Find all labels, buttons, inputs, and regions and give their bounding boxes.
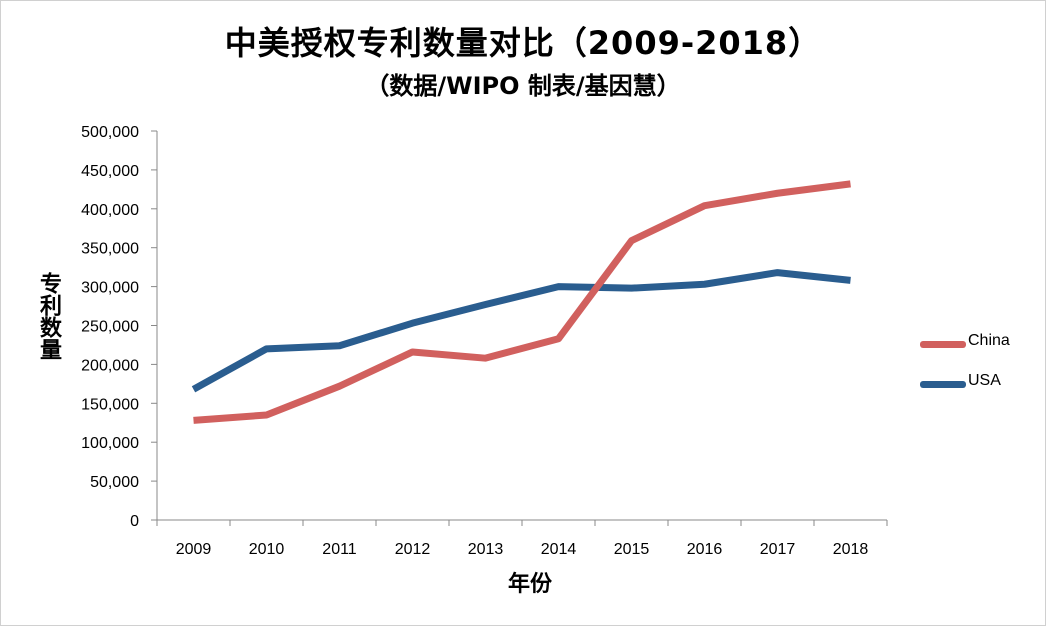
x-tick-label: 2015 bbox=[614, 541, 650, 558]
x-tick-label: 2010 bbox=[249, 541, 285, 558]
legend-swatch bbox=[920, 381, 966, 388]
y-tick-label: 200,000 bbox=[81, 357, 139, 374]
x-tick-label: 2009 bbox=[176, 541, 212, 558]
y-tick-label: 100,000 bbox=[81, 435, 139, 452]
x-tick-label: 2011 bbox=[322, 541, 357, 558]
chart-title: 中美授权专利数量对比（2009-2018） bbox=[224, 24, 822, 62]
legend-label: China bbox=[968, 332, 1010, 349]
y-tick-label: 250,000 bbox=[81, 319, 139, 336]
legend-label: USA bbox=[968, 372, 1001, 389]
series-line-china bbox=[193, 180, 851, 424]
x-tick-label: 2017 bbox=[760, 541, 796, 558]
y-tick-label: 150,000 bbox=[81, 396, 139, 413]
legend-swatch bbox=[920, 341, 966, 348]
y-tick-label: 50,000 bbox=[90, 474, 139, 491]
chart-subtitle: （数据/WIPO 制表/基因慧） bbox=[365, 72, 681, 100]
x-tick-label: 2014 bbox=[541, 541, 577, 558]
x-axis-label: 年份 bbox=[507, 572, 552, 597]
y-axis-label: 专利数量 bbox=[36, 272, 61, 360]
y-tick-label: 450,000 bbox=[81, 163, 139, 180]
series-line-usa bbox=[191, 269, 851, 393]
y-tick-label: 300,000 bbox=[81, 280, 139, 297]
x-tick-label: 2012 bbox=[395, 541, 431, 558]
x-tick-label: 2013 bbox=[468, 541, 504, 558]
y-tick-label: 400,000 bbox=[81, 202, 139, 219]
x-tick-label: 2018 bbox=[833, 541, 869, 558]
x-tick-label: 2016 bbox=[687, 541, 723, 558]
y-tick-label: 0 bbox=[130, 513, 139, 530]
y-tick-label: 350,000 bbox=[81, 241, 139, 258]
y-tick-label: 500,000 bbox=[81, 124, 139, 141]
